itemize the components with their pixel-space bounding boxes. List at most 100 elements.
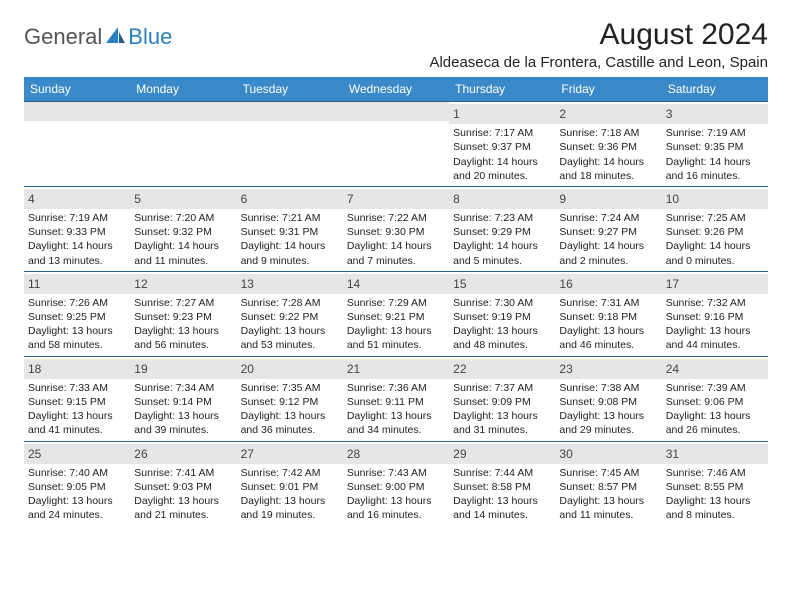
daylight-line-1: Daylight: 13 hours (559, 324, 657, 338)
daylight-line-2: and 11 minutes. (134, 254, 232, 268)
date-number: 30 (555, 444, 661, 464)
location-subtitle: Aldeaseca de la Frontera, Castille and L… (24, 54, 768, 71)
date-number: 24 (662, 359, 768, 379)
daylight-line-1: Daylight: 14 hours (134, 239, 232, 253)
sunset-line: Sunset: 9:01 PM (241, 480, 339, 494)
sunset-line: Sunset: 9:05 PM (28, 480, 126, 494)
daylight-line-1: Daylight: 13 hours (28, 324, 126, 338)
daylight-line-1: Daylight: 13 hours (347, 409, 445, 423)
calendar-cell-empty (24, 101, 130, 186)
date-number: 3 (662, 104, 768, 124)
daylight-line-1: Daylight: 14 hours (453, 155, 551, 169)
daylight-line-1: Daylight: 13 hours (347, 494, 445, 508)
daylight-line-1: Daylight: 13 hours (28, 494, 126, 508)
sunset-line: Sunset: 9:06 PM (666, 395, 764, 409)
daylight-line-2: and 36 minutes. (241, 423, 339, 437)
sunrise-line: Sunrise: 7:25 AM (666, 211, 764, 225)
title-block: August 2024 (600, 18, 768, 52)
sunrise-line: Sunrise: 7:18 AM (559, 126, 657, 140)
sunset-line: Sunset: 9:31 PM (241, 225, 339, 239)
calendar-cell: 15Sunrise: 7:30 AMSunset: 9:19 PMDayligh… (449, 271, 555, 356)
date-number: 18 (24, 359, 130, 379)
sunrise-line: Sunrise: 7:27 AM (134, 296, 232, 310)
daylight-line-1: Daylight: 14 hours (453, 239, 551, 253)
calendar-cell: 26Sunrise: 7:41 AMSunset: 9:03 PMDayligh… (130, 441, 236, 526)
daylight-line-2: and 18 minutes. (559, 169, 657, 183)
daylight-line-2: and 41 minutes. (28, 423, 126, 437)
daylight-line-2: and 7 minutes. (347, 254, 445, 268)
date-number: 21 (343, 359, 449, 379)
daylight-line-2: and 20 minutes. (453, 169, 551, 183)
daylight-line-1: Daylight: 14 hours (559, 155, 657, 169)
daylight-line-2: and 5 minutes. (453, 254, 551, 268)
calendar-cell: 5Sunrise: 7:20 AMSunset: 9:32 PMDaylight… (130, 186, 236, 271)
calendar-cell: 18Sunrise: 7:33 AMSunset: 9:15 PMDayligh… (24, 356, 130, 441)
sunset-line: Sunset: 9:30 PM (347, 225, 445, 239)
sunrise-line: Sunrise: 7:17 AM (453, 126, 551, 140)
sunset-line: Sunset: 9:26 PM (666, 225, 764, 239)
daylight-line-2: and 39 minutes. (134, 423, 232, 437)
daylight-line-1: Daylight: 14 hours (347, 239, 445, 253)
sunset-line: Sunset: 9:32 PM (134, 225, 232, 239)
daylight-line-1: Daylight: 14 hours (241, 239, 339, 253)
calendar-cell: 25Sunrise: 7:40 AMSunset: 9:05 PMDayligh… (24, 441, 130, 526)
sunset-line: Sunset: 9:33 PM (28, 225, 126, 239)
calendar-cell: 6Sunrise: 7:21 AMSunset: 9:31 PMDaylight… (237, 186, 343, 271)
daylight-line-1: Daylight: 13 hours (453, 409, 551, 423)
sail-icon (104, 25, 126, 50)
date-number: 17 (662, 274, 768, 294)
daylight-line-1: Daylight: 14 hours (666, 155, 764, 169)
sunrise-line: Sunrise: 7:39 AM (666, 381, 764, 395)
sunset-line: Sunset: 8:55 PM (666, 480, 764, 494)
daylight-line-2: and 51 minutes. (347, 338, 445, 352)
daylight-line-2: and 58 minutes. (28, 338, 126, 352)
day-header: Friday (555, 77, 661, 101)
calendar-cell: 3Sunrise: 7:19 AMSunset: 9:35 PMDaylight… (662, 101, 768, 186)
calendar-cell: 10Sunrise: 7:25 AMSunset: 9:26 PMDayligh… (662, 186, 768, 271)
calendar-cell: 14Sunrise: 7:29 AMSunset: 9:21 PMDayligh… (343, 271, 449, 356)
sunset-line: Sunset: 9:37 PM (453, 140, 551, 154)
date-number: 16 (555, 274, 661, 294)
daylight-line-1: Daylight: 13 hours (134, 409, 232, 423)
daylight-line-1: Daylight: 14 hours (559, 239, 657, 253)
sunrise-line: Sunrise: 7:38 AM (559, 381, 657, 395)
daylight-line-2: and 21 minutes. (134, 508, 232, 522)
calendar-cell: 12Sunrise: 7:27 AMSunset: 9:23 PMDayligh… (130, 271, 236, 356)
calendar-cell: 1Sunrise: 7:17 AMSunset: 9:37 PMDaylight… (449, 101, 555, 186)
daylight-line-2: and 16 minutes. (347, 508, 445, 522)
sunset-line: Sunset: 9:19 PM (453, 310, 551, 324)
sunset-line: Sunset: 8:57 PM (559, 480, 657, 494)
sunrise-line: Sunrise: 7:40 AM (28, 466, 126, 480)
sunrise-line: Sunrise: 7:29 AM (347, 296, 445, 310)
daylight-line-1: Daylight: 13 hours (28, 409, 126, 423)
sunrise-line: Sunrise: 7:34 AM (134, 381, 232, 395)
calendar-cell: 31Sunrise: 7:46 AMSunset: 8:55 PMDayligh… (662, 441, 768, 526)
calendar-cell: 2Sunrise: 7:18 AMSunset: 9:36 PMDaylight… (555, 101, 661, 186)
day-header: Saturday (662, 77, 768, 101)
date-number: 12 (130, 274, 236, 294)
sunrise-line: Sunrise: 7:43 AM (347, 466, 445, 480)
calendar-cell: 20Sunrise: 7:35 AMSunset: 9:12 PMDayligh… (237, 356, 343, 441)
date-number: 19 (130, 359, 236, 379)
sunset-line: Sunset: 9:35 PM (666, 140, 764, 154)
daylight-line-2: and 31 minutes. (453, 423, 551, 437)
daylight-line-2: and 13 minutes. (28, 254, 126, 268)
date-number: 4 (24, 189, 130, 209)
date-number: 28 (343, 444, 449, 464)
daylight-line-2: and 19 minutes. (241, 508, 339, 522)
header: General Blue August 2024 (24, 18, 768, 52)
sunset-line: Sunset: 9:27 PM (559, 225, 657, 239)
daylight-line-2: and 11 minutes. (559, 508, 657, 522)
sunset-line: Sunset: 9:25 PM (28, 310, 126, 324)
daylight-line-1: Daylight: 13 hours (666, 324, 764, 338)
daylight-line-2: and 56 minutes. (134, 338, 232, 352)
sunrise-line: Sunrise: 7:30 AM (453, 296, 551, 310)
date-number: 9 (555, 189, 661, 209)
sunrise-line: Sunrise: 7:21 AM (241, 211, 339, 225)
calendar-cell: 9Sunrise: 7:24 AMSunset: 9:27 PMDaylight… (555, 186, 661, 271)
sunset-line: Sunset: 9:00 PM (347, 480, 445, 494)
daylight-line-1: Daylight: 13 hours (666, 409, 764, 423)
daylight-line-1: Daylight: 13 hours (241, 324, 339, 338)
daylight-line-1: Daylight: 13 hours (134, 494, 232, 508)
daylight-line-2: and 8 minutes. (666, 508, 764, 522)
